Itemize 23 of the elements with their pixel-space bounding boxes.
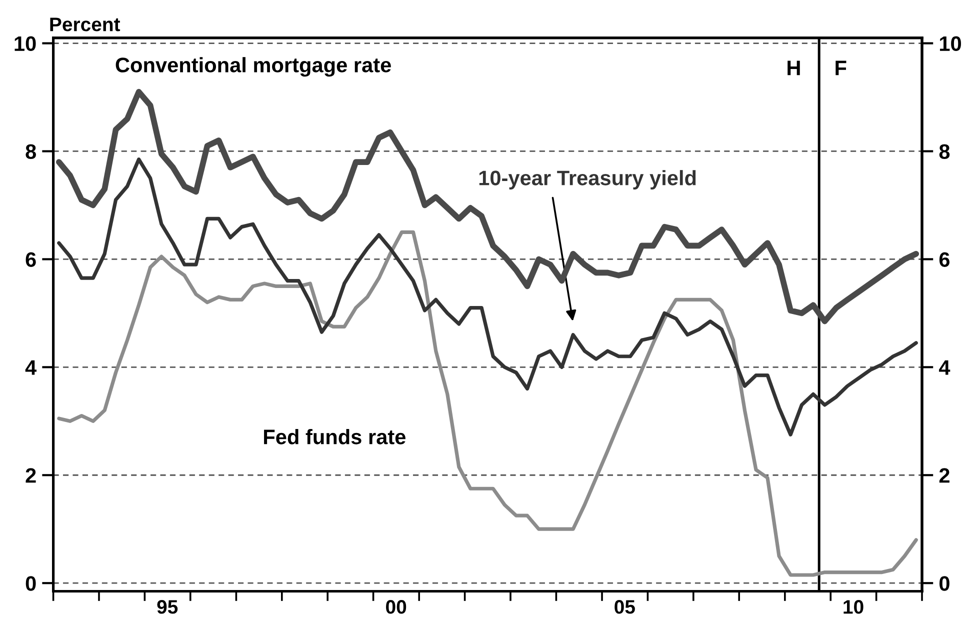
x-tick-label: 95 <box>157 600 178 614</box>
x-tick-label: 10 <box>844 600 864 614</box>
annotation: F <box>836 60 846 76</box>
y2-tick-label: 0 <box>939 576 950 591</box>
y-tick-label: 0 <box>26 576 36 591</box>
y-tick-label: 6 <box>26 252 36 267</box>
y-tick-label: 2 <box>26 468 36 483</box>
y2-tick-label: 4 <box>938 360 950 375</box>
y2-tick-label: 10 <box>940 36 961 52</box>
annotation: H <box>788 60 800 76</box>
text: Fed funds rate <box>264 429 406 444</box>
line-series <box>57 230 918 577</box>
y-tick-label: 8 <box>26 144 36 159</box>
y2-tick-label: 8 <box>939 144 950 159</box>
y2-tick-label: 2 <box>939 468 950 483</box>
y2-tick-label: 6 <box>939 252 950 267</box>
y-axis-title: Percent <box>50 18 120 32</box>
y-tick-label: 4 <box>25 360 37 375</box>
text: 10-year Treasury yield <box>479 170 696 190</box>
x-tick-label: 00 <box>386 600 406 614</box>
y-tick-label: 10 <box>14 36 36 52</box>
x-tick-label: 05 <box>614 600 635 614</box>
series-label: Conventional mortgage rate <box>116 57 391 77</box>
